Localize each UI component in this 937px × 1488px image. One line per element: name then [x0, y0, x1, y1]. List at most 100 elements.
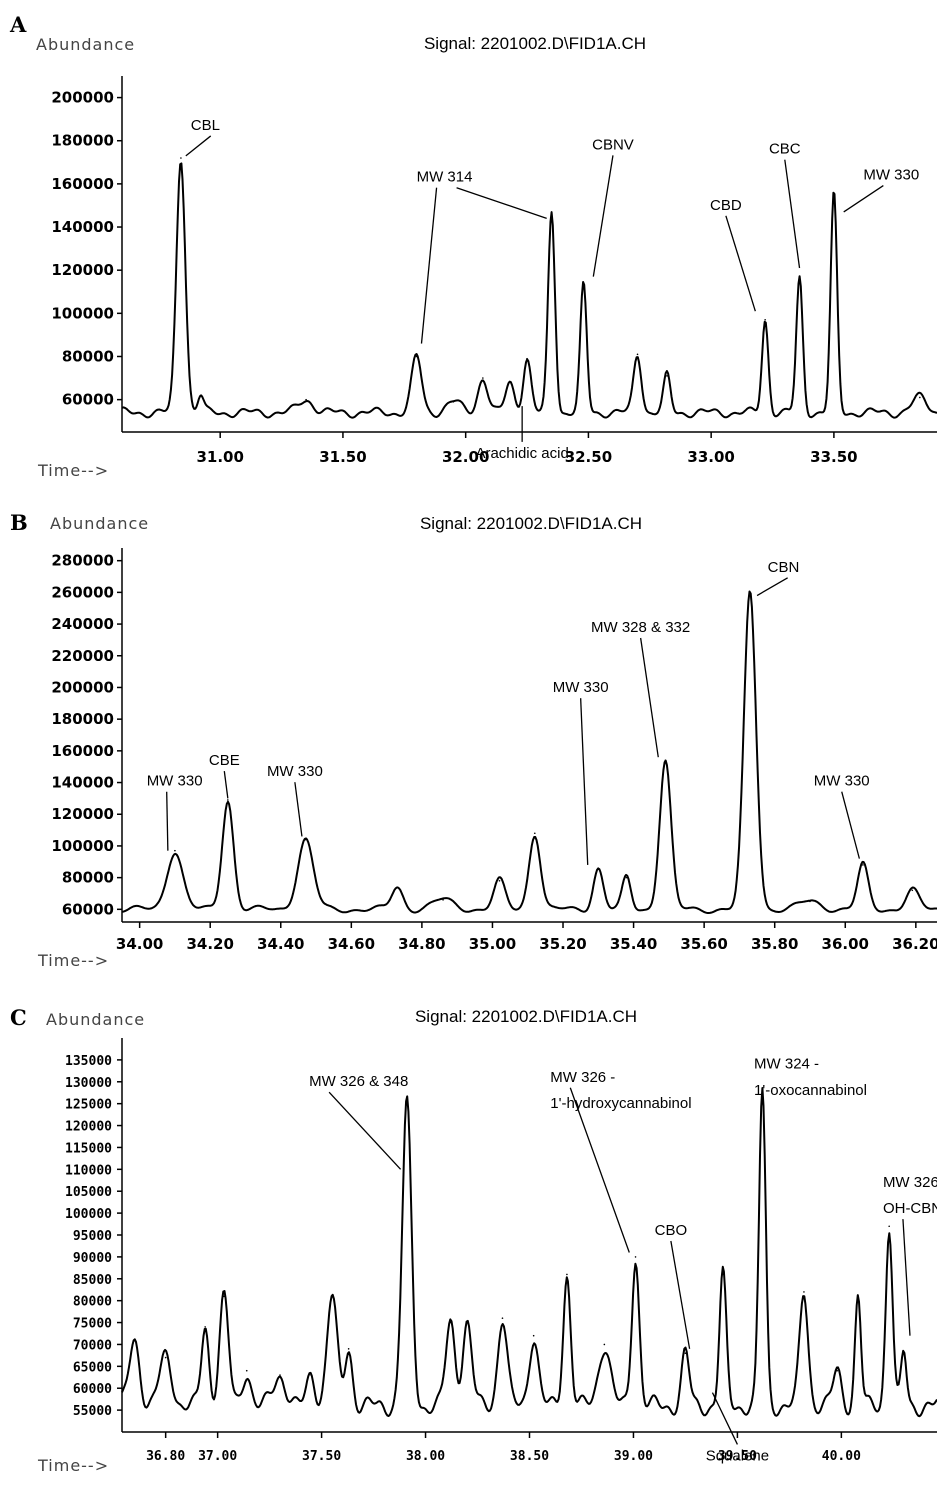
peak-annotation: MW 330: [147, 773, 203, 790]
peak-annotation: MW 330: [814, 773, 870, 790]
x-axis-label: Time-->: [37, 951, 109, 970]
y-tick-label: 65000: [73, 1360, 112, 1375]
peak-apex: [636, 353, 639, 356]
peak-apex: [764, 319, 766, 321]
peak-annotation: CBN: [768, 559, 800, 576]
peak-apex: [722, 1273, 724, 1276]
x-tick-label: 39.50: [718, 1449, 757, 1464]
peak-apex: [164, 1356, 167, 1359]
annotation-leader: [580, 698, 589, 865]
peak-apex: [415, 355, 418, 358]
peak-apex: [406, 1102, 408, 1105]
peak-annotation: CBE: [209, 752, 240, 769]
x-tick-label: 36.80: [146, 1449, 185, 1464]
peak-apex: [664, 759, 667, 762]
peak-apex: [526, 357, 528, 360]
peak-apex: [304, 838, 307, 841]
annotation-leader: [328, 1091, 402, 1170]
peak-apex: [666, 375, 668, 377]
peak-apex: [227, 799, 229, 801]
peak-apex: [862, 864, 864, 866]
peak-annotation: CBO: [655, 1222, 688, 1239]
x-tick-label: 34.20: [186, 935, 233, 953]
peak-apex: [603, 1343, 606, 1346]
peak-annotation: MW 324 -: [754, 1056, 819, 1073]
peak-apex: [482, 377, 484, 379]
peak-apex: [833, 193, 835, 196]
y-tick-label: 90000: [73, 1251, 112, 1266]
x-tick-label: 37.50: [302, 1449, 341, 1464]
annotation-leader: [185, 135, 212, 157]
peak-apex: [449, 1321, 452, 1324]
peak-apex: [809, 900, 811, 903]
x-tick-label: 37.00: [198, 1449, 237, 1464]
y-tick-label: 70000: [73, 1338, 112, 1353]
y-tick-label: 80000: [62, 347, 114, 365]
peak-apex: [347, 1348, 350, 1350]
peak-apex: [803, 1291, 805, 1293]
annotation-leader: [639, 637, 659, 758]
y-tick-label: 120000: [51, 805, 114, 823]
x-tick-label: 38.00: [406, 1449, 445, 1464]
peak-apex: [911, 889, 914, 892]
y-tick-label: 200000: [51, 678, 114, 696]
peak-annotation: MW 330: [553, 679, 609, 696]
y-tick-label: 180000: [51, 132, 114, 150]
peak-apex: [180, 157, 182, 159]
peak-apex: [919, 396, 921, 399]
y-tick-label: 140000: [51, 774, 114, 792]
x-tick-label: 33.50: [810, 448, 857, 466]
peak-annotation: MW 326 & 348: [309, 1073, 408, 1090]
y-tick-label: 130000: [65, 1076, 112, 1091]
peak-apex: [501, 1317, 504, 1319]
peak-apex: [634, 1256, 637, 1258]
y-tick-label: 95000: [73, 1229, 112, 1244]
peak-apex: [452, 400, 455, 403]
x-tick-label: 33.00: [687, 448, 734, 466]
peak-apex: [223, 1295, 225, 1298]
y-tick-label: 200000: [51, 89, 114, 107]
x-axis-label: Time-->: [37, 461, 109, 480]
peak-apex: [199, 394, 202, 397]
annotation-leader: [592, 155, 614, 277]
y-tick-label: 240000: [51, 615, 114, 633]
y-tick-label: 140000: [51, 218, 114, 236]
annotation-leader: [756, 577, 788, 597]
annotation-leader: [420, 187, 438, 344]
peak-apex: [798, 278, 801, 280]
peak-apex: [509, 381, 511, 384]
x-tick-label: 35.20: [539, 935, 586, 953]
y-tick-label: 60000: [62, 391, 114, 409]
peak-apex: [836, 1369, 839, 1372]
panel-letter: A: [9, 12, 27, 37]
x-tick-label: 34.80: [398, 935, 445, 953]
peak-apex: [566, 1273, 568, 1276]
peak-apex: [597, 867, 600, 869]
panel-letter: B: [10, 510, 28, 535]
annotation-leader: [841, 791, 861, 859]
annotation-leader: [843, 185, 884, 213]
peak-apex: [582, 284, 585, 287]
y-tick-label: 100000: [51, 304, 114, 322]
x-tick-label: 35.00: [469, 935, 516, 953]
y-tick-label: 80000: [73, 1295, 112, 1310]
peak-annotation: CBL: [191, 117, 220, 134]
y-tick-label: 60000: [73, 1382, 112, 1397]
y-tick-label: 110000: [65, 1163, 112, 1178]
peak-annotation: MW 326: [883, 1174, 937, 1191]
panel-letter: C: [10, 1005, 27, 1030]
peak-annotation: Arachidic acid: [475, 445, 568, 462]
chromatogram-panel-a: A Abundance Signal: 2201002.D\FID1A.CH Time…: [9, 12, 937, 480]
y-tick-label: 280000: [51, 552, 114, 570]
chart-title: Signal: 2201002.D\FID1A.CH: [415, 1007, 637, 1026]
peak-annotation: CBD: [710, 197, 742, 214]
peak-apex: [888, 1225, 890, 1228]
x-tick-label: 38.50: [510, 1449, 549, 1464]
y-tick-label: 100000: [65, 1207, 112, 1222]
annotation-leader: [456, 187, 547, 220]
peak-annotation: OH-CBN: [883, 1200, 937, 1217]
peak-apex: [684, 1352, 687, 1354]
y-tick-label: 135000: [65, 1054, 112, 1069]
peak-apex: [305, 398, 307, 401]
